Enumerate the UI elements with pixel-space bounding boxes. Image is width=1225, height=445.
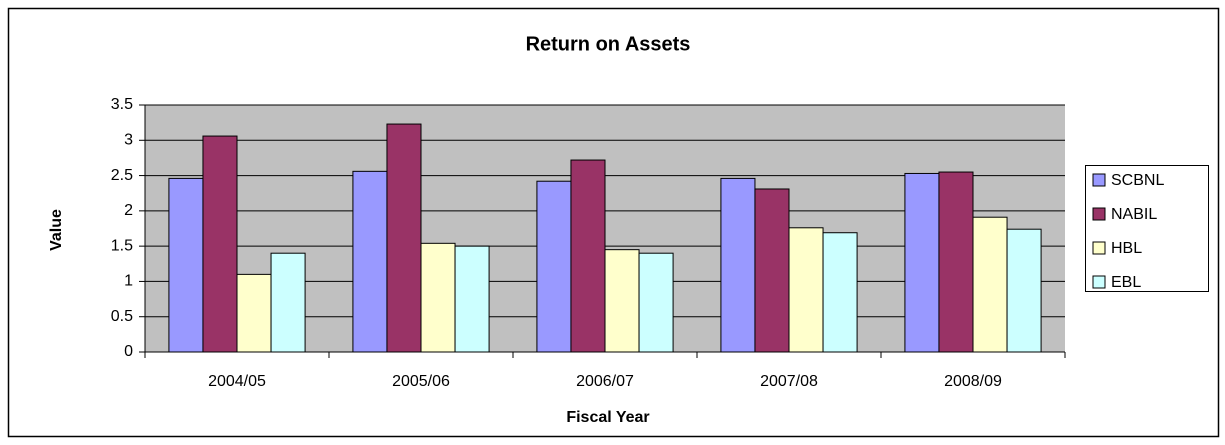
legend-box — [1085, 165, 1209, 292]
chart-title: Return on Assets — [526, 33, 691, 55]
legend-label: EBL — [1111, 274, 1141, 291]
x-tick-label: 2007/08 — [760, 373, 818, 390]
bar — [1006, 228, 1042, 353]
bar — [536, 180, 572, 353]
legend-label: SCBNL — [1111, 172, 1164, 189]
legend-label: HBL — [1111, 240, 1142, 257]
bar — [570, 159, 606, 353]
y-tick-label: 3 — [124, 132, 133, 149]
legend-label: NABIL — [1111, 206, 1157, 223]
bar — [168, 177, 204, 353]
x-tick-label: 2008/09 — [944, 373, 1002, 390]
x-tick-label: 2004/05 — [208, 373, 266, 390]
y-tick-label: 3.5 — [111, 96, 133, 113]
x-axis-label: Fiscal Year — [566, 409, 649, 426]
y-tick-label: 2 — [124, 202, 133, 219]
bar — [904, 172, 940, 353]
legend-swatch — [1092, 207, 1106, 221]
bar — [236, 273, 272, 353]
legend-swatch — [1092, 275, 1106, 289]
y-tick-label: 1.5 — [111, 237, 133, 254]
y-tick-label: 1 — [124, 273, 133, 290]
legend-swatch — [1092, 173, 1106, 187]
bar — [352, 170, 388, 353]
bar — [638, 252, 674, 353]
bar — [386, 123, 422, 353]
x-tick-label: 2006/07 — [576, 373, 634, 390]
bar — [720, 177, 756, 353]
bar — [454, 245, 490, 353]
bar — [420, 242, 456, 353]
x-tick-label: 2005/06 — [392, 373, 450, 390]
y-axis-label: Value — [48, 209, 65, 251]
bar — [972, 216, 1008, 353]
bar — [788, 227, 824, 353]
legend-swatch — [1092, 241, 1106, 255]
y-tick-label: 2.5 — [111, 167, 133, 184]
bar — [604, 249, 640, 353]
bar — [270, 252, 306, 353]
bar — [754, 188, 790, 353]
y-tick-label: 0 — [124, 343, 133, 360]
bar — [938, 171, 974, 353]
y-tick-label: 0.5 — [111, 308, 133, 325]
bar — [822, 232, 858, 353]
bar — [202, 135, 238, 353]
